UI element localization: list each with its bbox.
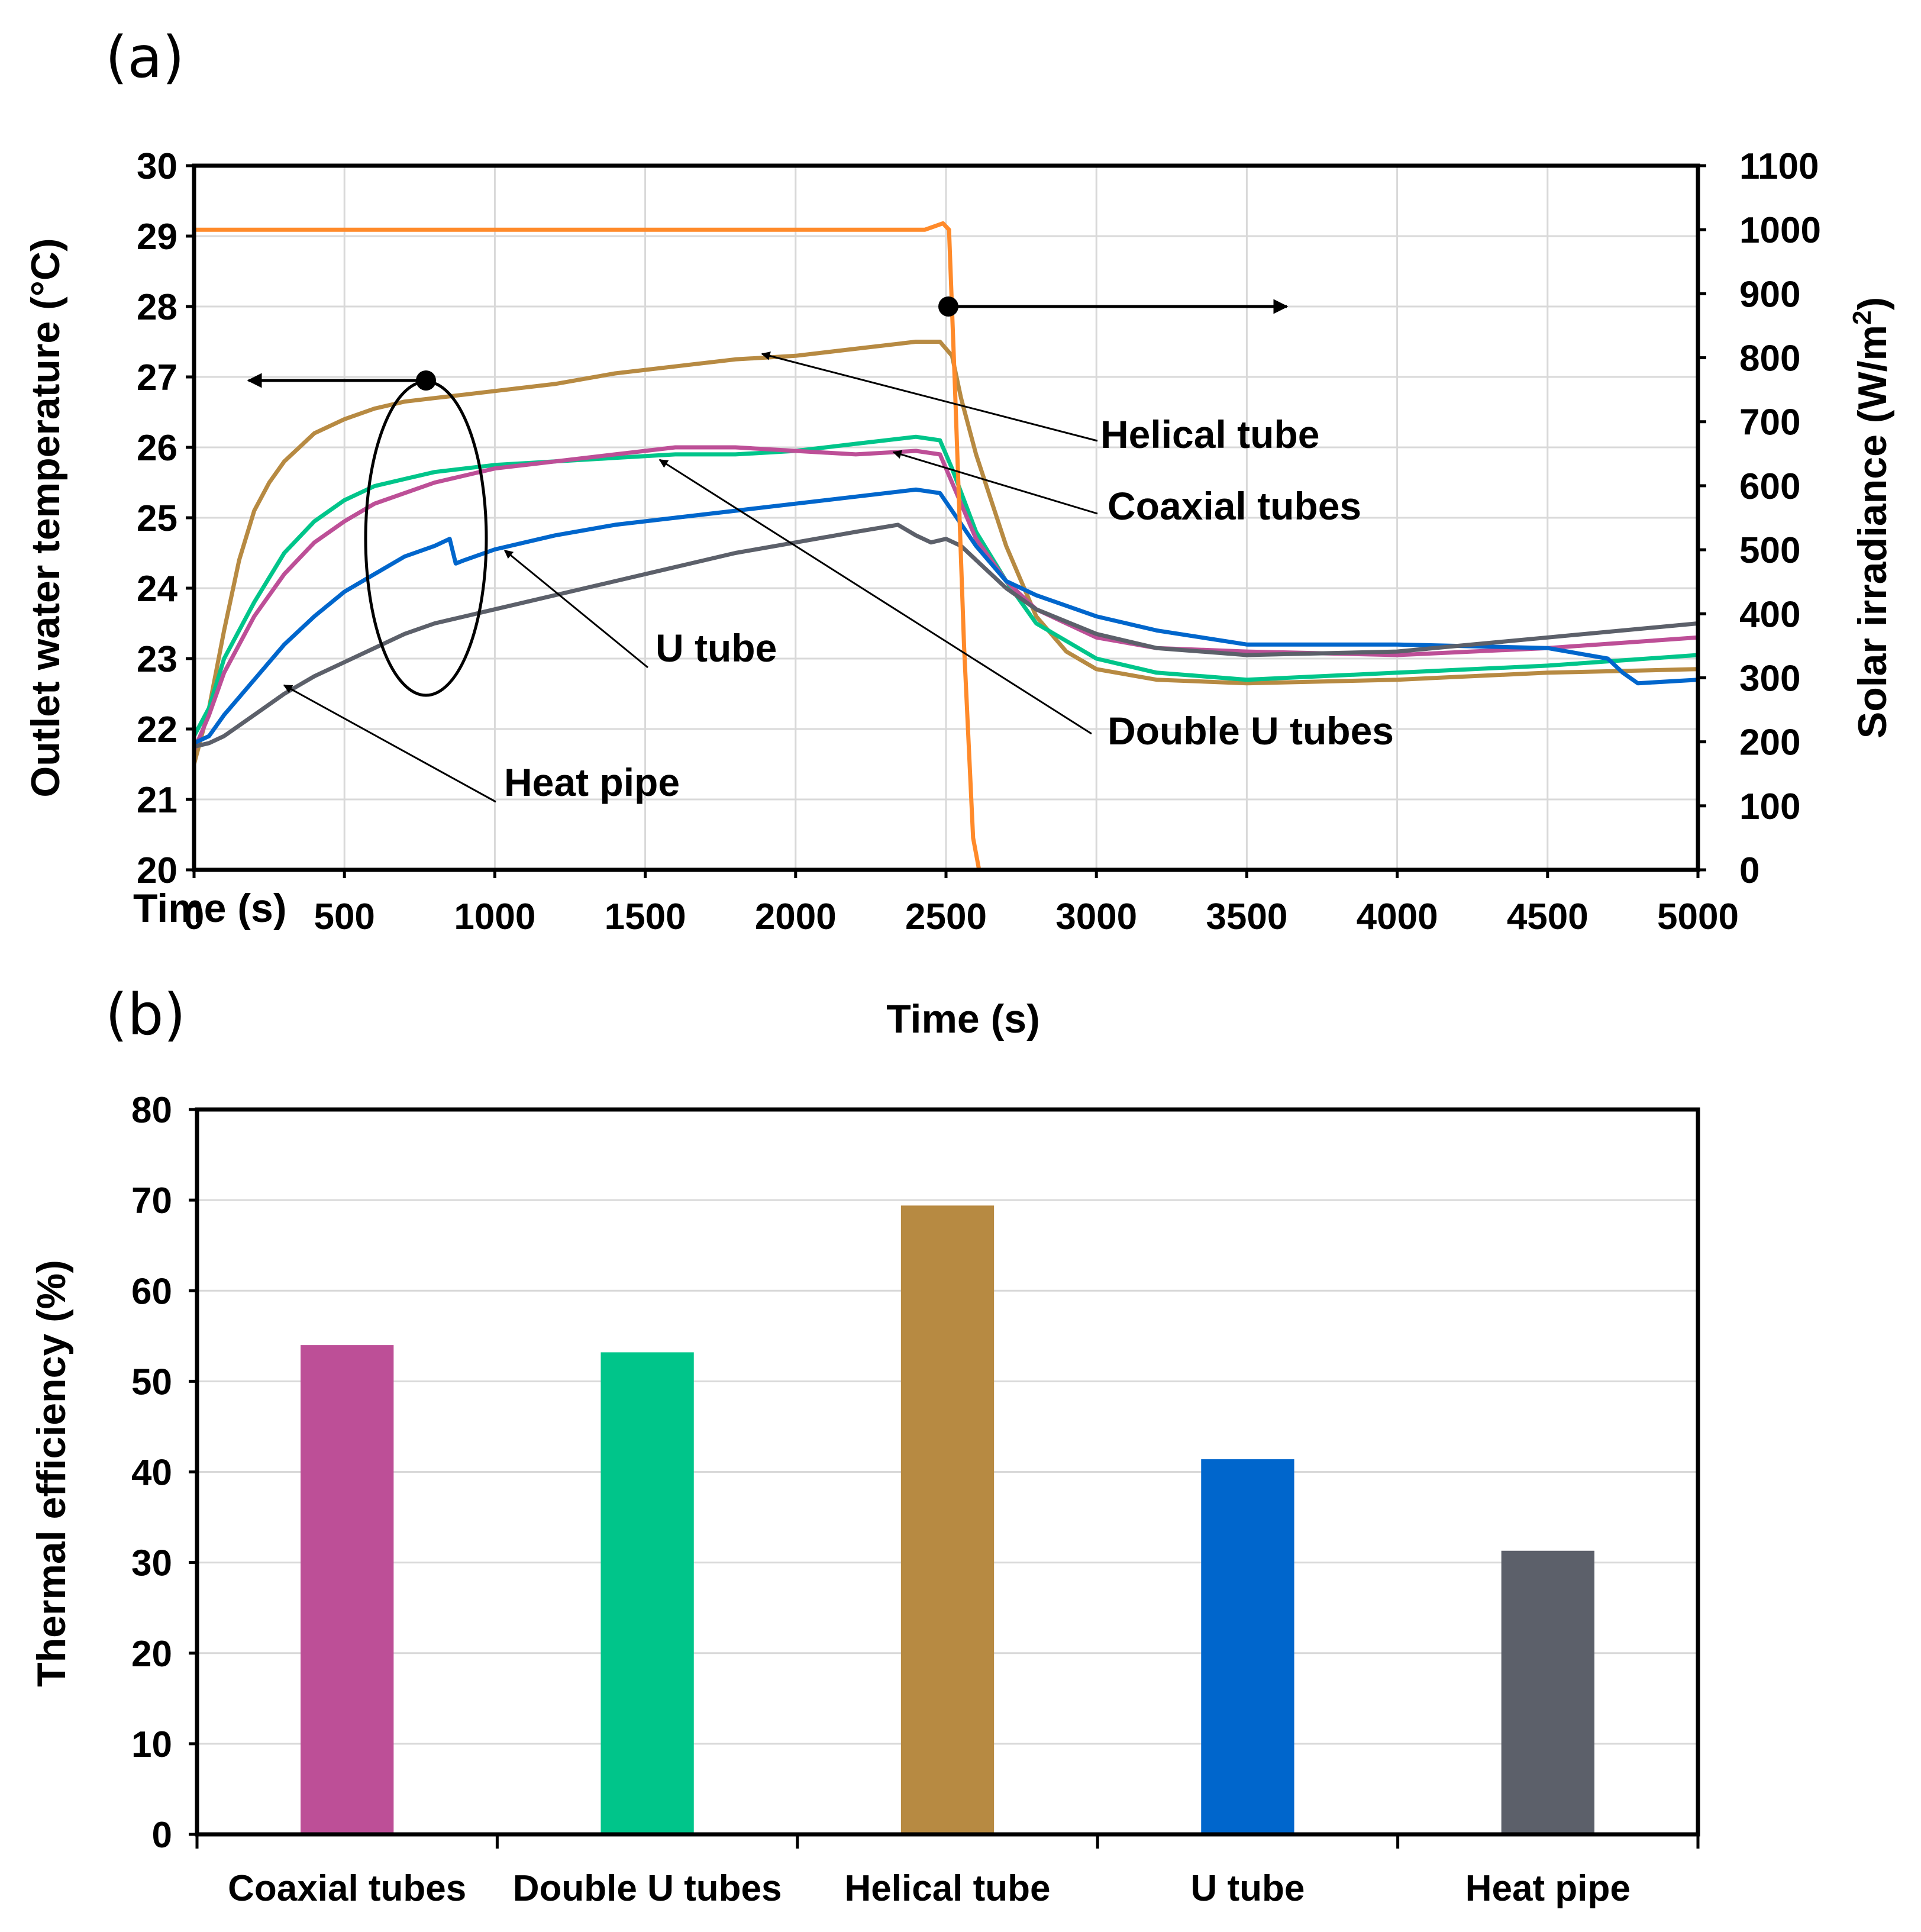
- chart-a-y2tick-label-1000: 1000: [1739, 210, 1821, 251]
- chart-a-y2tick-label-500: 500: [1739, 530, 1800, 571]
- chart-a-y2tick-label-800: 800: [1739, 338, 1800, 379]
- chart-a-xtick-label-1000: 1000: [454, 896, 535, 937]
- chart-b-ytick-label-50: 50: [131, 1362, 172, 1402]
- chart-a-y2tick-label-100: 100: [1739, 786, 1800, 827]
- chart-a-xtick-label-3000: 3000: [1055, 896, 1137, 937]
- bar-helical-tube: [900, 1205, 995, 1834]
- bar-u-tube: [1201, 1459, 1294, 1834]
- chart-a-y-axis-title: Outlet water temperature (°C): [23, 238, 68, 797]
- heat-pipe-pointer: [283, 684, 496, 803]
- chart-a-y2tick-label-1100: 1100: [1739, 146, 1819, 187]
- coaxial-tubes-pointer: [892, 450, 1098, 515]
- chart-a-ytick-label-21: 21: [137, 780, 177, 821]
- chart-b-y-axis-title: Thermal efficiency (%): [29, 1260, 74, 1687]
- helical-tube-pointer: [761, 351, 1098, 442]
- series-line-heat-pipe: [193, 522, 1699, 749]
- chart-b-category-label-double-u-tubes: Double U tubes: [513, 1868, 782, 1909]
- chart-a-xtick-label-3500: 3500: [1206, 896, 1287, 937]
- chart-a-ytick-label-23: 23: [137, 639, 177, 680]
- chart-b-ytick-label-70: 70: [131, 1181, 172, 1221]
- chart-a-grid: [193, 165, 1699, 871]
- chart-a-y2-axis-title-main: Solar irradiance (W/m: [1850, 325, 1895, 738]
- double-u-tubes-annotation: Double U tubes: [1108, 709, 1394, 753]
- series-line-u-tube: [193, 487, 1699, 745]
- thermal-efficiency-chart: 0 10 20 30 40 50 60 70 80 Coaxial tubes Double U t…: [29, 1090, 1700, 1909]
- chart-a-xtick-label-4500: 4500: [1507, 896, 1589, 937]
- chart-a-y2-axis-title-close: ): [1850, 297, 1895, 311]
- chart-a-inner-time-label: Time (s): [133, 886, 286, 931]
- chart-b-bars: [301, 1205, 1594, 1834]
- panel-a-label: (a): [105, 24, 185, 91]
- chart-a-xtick-label-500: 500: [314, 896, 374, 937]
- chart-a-ytick-label-20: 20: [137, 850, 177, 891]
- chart-a-y2tick-label-900: 900: [1739, 274, 1800, 315]
- series-line-coaxial-tubes: [192, 445, 1699, 751]
- chart-b-ytick-label-30: 30: [131, 1543, 172, 1584]
- chart-a-ytick-label-24: 24: [137, 569, 177, 609]
- chart-a-series: [192, 221, 1699, 872]
- chart-b-category-label-u-tube: U tube: [1190, 1868, 1305, 1909]
- chart-b-ytick-label-40: 40: [131, 1453, 172, 1494]
- chart-a-ytick-label-27: 27: [137, 357, 177, 398]
- chart-a-y2tick-label-400: 400: [1739, 594, 1800, 635]
- chart-a-y2tick-label-300: 300: [1739, 658, 1800, 699]
- coaxial-tubes-annotation: Coaxial tubes: [1108, 484, 1361, 528]
- heat-pipe-annotation: Heat pipe: [504, 760, 680, 804]
- chart-a-y2tick-label-700: 700: [1739, 402, 1800, 443]
- panel-b-label: (b): [105, 982, 186, 1048]
- chart-a-ytick-label-29: 29: [137, 217, 177, 257]
- grouping-ellipse: [364, 380, 488, 697]
- chart-b-category-label-heat-pipe: Heat pipe: [1465, 1868, 1631, 1909]
- chart-b-ytick-label-0: 0: [152, 1815, 172, 1856]
- chart-a-ytick-label-22: 22: [137, 709, 177, 750]
- chart-a-xtick-label-0: 0: [184, 896, 204, 937]
- double-u-tubes-pointer: [658, 459, 1092, 735]
- right-axis-arrow-dot: [938, 296, 958, 317]
- chart-b-ytick-label-60: 60: [131, 1271, 172, 1312]
- chart-a-y2-axis-title-sup: 2: [1848, 311, 1877, 325]
- chart-a-ytick-label-30: 30: [137, 146, 177, 187]
- bar-double-u-tubes: [600, 1352, 694, 1834]
- bar-coaxial-tubes: [301, 1345, 394, 1834]
- chart-a-xtick-label-1500: 1500: [605, 896, 686, 937]
- chart-a-y2tick-label-600: 600: [1739, 466, 1800, 507]
- chart-a-ticks: 0 500 1000 1500 2000 2500 3000 3500 4000 4500 5000…: [137, 146, 1821, 937]
- temperature-irradiance-chart: 0 500 1000 1500 2000 2500 3000 3500 4000 4500 5000…: [23, 146, 1895, 1041]
- series-line-helical-tube: [192, 340, 1699, 765]
- chart-b-ytick-label-10: 10: [131, 1724, 172, 1765]
- chart-a-ytick-label-25: 25: [137, 498, 177, 539]
- u-tube-annotation: U tube: [656, 626, 777, 670]
- chart-a-y2tick-label-0: 0: [1739, 850, 1759, 891]
- chart-b-ticks: 0 10 20 30 40 50 60 70 80 Coaxial tubes Double U t…: [131, 1090, 1700, 1909]
- chart-b-category-label-coaxial-tubes: Coaxial tubes: [228, 1868, 466, 1909]
- chart-a-ytick-label-26: 26: [137, 428, 177, 469]
- chart-a-xtick-label-5000: 5000: [1657, 896, 1739, 937]
- chart-a-xtick-label-4000: 4000: [1357, 896, 1438, 937]
- chart-a-xtick-label-2000: 2000: [755, 896, 837, 937]
- chart-b-ytick-label-80: 80: [131, 1090, 172, 1131]
- chart-a-annotations: Helical tube Coaxial tubes U tube Double…: [247, 296, 1394, 804]
- chart-a-x-axis-title: Time (s): [886, 996, 1039, 1041]
- chart-a-y2-axis-title: Solar irradiance (W/m2): [1848, 297, 1895, 738]
- chart-a-xtick-label-2500: 2500: [905, 896, 987, 937]
- bar-heat-pipe: [1501, 1550, 1594, 1834]
- left-axis-arrow-dot: [416, 370, 436, 391]
- chart-a-y2tick-label-200: 200: [1739, 723, 1800, 763]
- u-tube-pointer: [503, 549, 648, 669]
- chart-a-ytick-label-28: 28: [137, 287, 177, 328]
- helical-tube-annotation: Helical tube: [1100, 412, 1319, 456]
- series-line-double-u-tubes: [192, 434, 1699, 737]
- chart-b-ytick-label-20: 20: [131, 1634, 172, 1675]
- chart-b-category-label-helical-tube: Helical tube: [845, 1868, 1051, 1909]
